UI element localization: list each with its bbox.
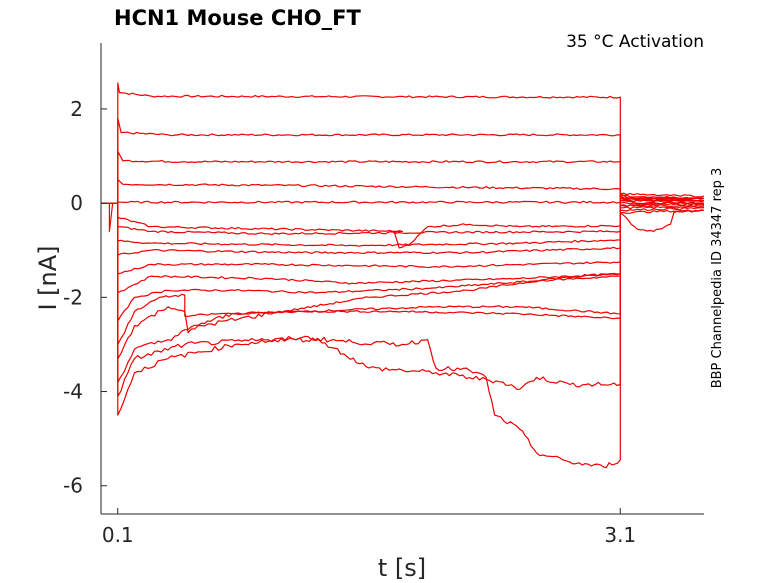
current-trace-9 — [101, 202, 705, 256]
x-axis-label: t [s] — [378, 554, 426, 582]
y-axis-label: I [nA] — [34, 245, 62, 310]
y-tick-label: -2 — [63, 285, 83, 309]
current-trace-6 — [101, 202, 705, 249]
chart-annotation: 35 °C Activation — [566, 32, 704, 52]
y-tick-label: 2 — [70, 97, 83, 121]
y-tick-label: 0 — [70, 191, 83, 215]
current-trace-4 — [101, 179, 705, 204]
current-trace-5 — [101, 200, 705, 232]
current-trace-13 — [101, 197, 705, 345]
current-trace-8 — [101, 202, 704, 247]
current-trace-2 — [101, 117, 705, 205]
current-trace-16 — [101, 194, 705, 397]
current-trace-3 — [101, 150, 705, 204]
x-tick-label: 0.1 — [102, 523, 134, 547]
current-trace-17 — [101, 192, 705, 469]
side-label: BBP Channelpedia ID 34347 rep 3 — [710, 168, 725, 389]
current-trace-7 — [101, 202, 705, 236]
y-ticks: 2 0 -2 -4 -6 — [63, 97, 107, 498]
traces — [101, 82, 705, 469]
chart-title: HCN1 Mouse CHO_FT — [114, 6, 361, 30]
current-trace-15 — [101, 196, 704, 383]
y-tick-label: -6 — [63, 474, 83, 498]
plot-area: 2 0 -2 -4 -6 0.1 3.1 — [63, 43, 705, 547]
current-trace-1 — [101, 82, 705, 204]
current-trace-14 — [101, 197, 705, 360]
current-trace-11 — [101, 201, 705, 294]
current-trace-12 — [101, 199, 705, 322]
x-ticks: 0.1 3.1 — [102, 508, 636, 547]
y-tick-label: -4 — [63, 380, 83, 404]
current-trace-10 — [101, 202, 705, 275]
x-tick-label: 3.1 — [604, 523, 636, 547]
